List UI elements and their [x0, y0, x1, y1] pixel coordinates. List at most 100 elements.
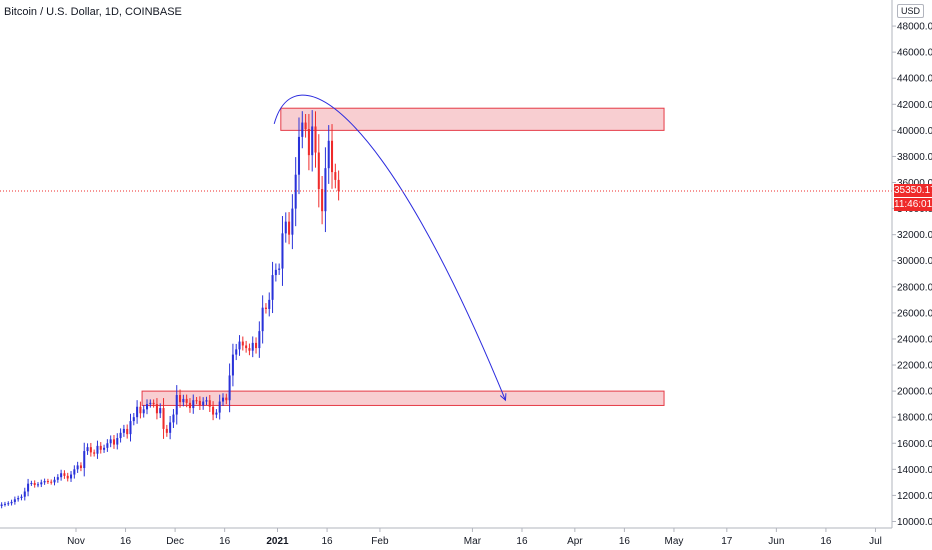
- candle: [53, 476, 56, 486]
- candle-body: [205, 400, 208, 402]
- candle-body: [288, 221, 291, 235]
- candle-body: [0, 504, 3, 507]
- candle-body: [79, 465, 82, 469]
- candle-body: [33, 483, 36, 485]
- candle: [311, 110, 314, 172]
- candle-body: [271, 275, 274, 300]
- candle-body: [238, 341, 241, 350]
- candle: [33, 480, 36, 488]
- candle: [179, 389, 182, 408]
- candle: [27, 478, 30, 497]
- candle-body: [218, 401, 221, 413]
- candle: [327, 125, 330, 184]
- candle-body: [185, 398, 188, 403]
- candle: [192, 394, 195, 414]
- candle: [129, 413, 132, 442]
- candle: [261, 295, 264, 344]
- candle: [132, 413, 135, 426]
- time-tick-label: 16: [322, 536, 334, 547]
- candle: [225, 393, 228, 405]
- candle: [30, 480, 33, 486]
- price-tick-label: 32000.00: [897, 230, 932, 241]
- candle-body: [268, 299, 271, 309]
- candle-body: [76, 465, 79, 470]
- chart-title: Bitcoin / U.S. Dollar, 1D, COINBASE: [4, 6, 182, 18]
- price-tick-label: 18000.00: [897, 413, 932, 424]
- candle: [288, 212, 291, 245]
- candle: [297, 117, 301, 195]
- candle: [20, 494, 23, 501]
- candle: [195, 396, 198, 405]
- candle: [221, 393, 225, 406]
- candle-body: [116, 438, 119, 445]
- candle-body: [149, 402, 152, 405]
- candle: [73, 465, 76, 479]
- candle-body: [139, 406, 142, 414]
- zones-layer: [141, 107, 665, 406]
- time-tick-label: 16: [219, 536, 231, 547]
- candle-body: [13, 499, 16, 502]
- candle-body: [162, 408, 165, 429]
- countdown-badge: 11:46:01: [894, 197, 932, 211]
- price-tick-label: 20000.00: [897, 387, 932, 398]
- time-tick-label: Nov: [67, 536, 85, 547]
- candle: [56, 474, 59, 483]
- candle-body: [23, 491, 26, 497]
- price-tick-label: 38000.00: [897, 152, 932, 163]
- candle-body: [231, 354, 234, 376]
- candle: [235, 343, 238, 361]
- price-tick-label: 40000.00: [897, 126, 932, 137]
- candle: [43, 478, 46, 485]
- candle-body: [175, 395, 178, 415]
- candle: [205, 396, 208, 406]
- candle: [66, 472, 69, 482]
- candle: [86, 443, 89, 455]
- candle-body: [122, 428, 125, 433]
- candle-body: [264, 307, 267, 309]
- currency-button[interactable]: USD: [896, 4, 924, 18]
- candle-body: [314, 126, 317, 153]
- candle-body: [7, 503, 10, 505]
- candle-body: [258, 331, 261, 349]
- price-tick-label: 24000.00: [897, 334, 932, 345]
- candle-body: [337, 179, 340, 191]
- candle: [208, 395, 211, 412]
- candle-body: [281, 233, 284, 269]
- candle-body: [304, 122, 307, 130]
- candle-body: [129, 421, 132, 435]
- candle-body: [119, 432, 122, 439]
- candle: [0, 502, 3, 509]
- candle: [76, 461, 79, 473]
- candle: [172, 408, 175, 428]
- candle: [238, 335, 241, 356]
- candle-body: [152, 402, 155, 405]
- candle-body: [228, 375, 231, 401]
- candle: [116, 433, 119, 450]
- candle-body: [73, 469, 76, 475]
- price-tick-label: 12000.00: [897, 491, 932, 502]
- candle-body: [66, 475, 69, 479]
- candle-body: [96, 445, 99, 454]
- time-tick-label: Feb: [371, 536, 389, 547]
- candle: [182, 394, 185, 407]
- price-axis: 10000.00 12000.00 14000.00 16000.00 18000.00…: [892, 22, 932, 528]
- candle-body: [132, 417, 135, 422]
- candle: [245, 340, 248, 353]
- candle-body: [334, 172, 337, 180]
- candle-body: [311, 126, 314, 156]
- candle: [175, 385, 178, 425]
- candle-body: [188, 402, 191, 409]
- candle-body: [36, 484, 40, 486]
- candle: [122, 424, 125, 437]
- price-tick-label: 28000.00: [897, 282, 932, 293]
- candle-body: [245, 345, 248, 349]
- candle-body: [53, 479, 56, 483]
- candle: [314, 111, 317, 168]
- last-price-badge: 35350.17: [894, 184, 932, 198]
- price-tick-label: 10000.00: [897, 517, 932, 528]
- candle: [301, 111, 304, 149]
- candle: [188, 398, 191, 413]
- candle: [321, 175, 324, 225]
- time-tick-label: Apr: [567, 536, 583, 547]
